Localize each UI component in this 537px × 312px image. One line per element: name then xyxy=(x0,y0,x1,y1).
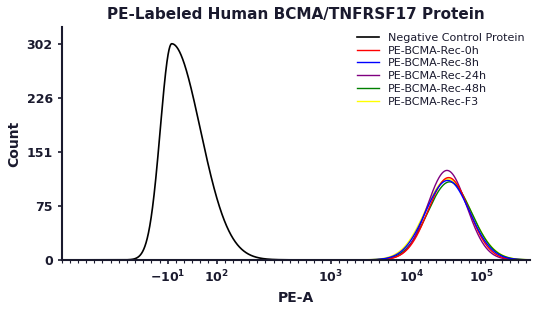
PE-BCMA-Rec-24h xyxy=(434,179,440,183)
PE-BCMA-Rec-0h xyxy=(531,258,537,262)
Line: Negative Control Protein: Negative Control Protein xyxy=(62,44,534,260)
PE-BCMA-Rec-48h xyxy=(230,258,236,262)
PE-BCMA-Rec-24h xyxy=(359,258,365,262)
PE-BCMA-Rec-0h xyxy=(359,258,365,262)
Title: PE-Labeled Human BCMA/TNFRSF17 Protein: PE-Labeled Human BCMA/TNFRSF17 Protein xyxy=(107,7,485,22)
Legend: Negative Control Protein, PE-BCMA-Rec-0h, PE-BCMA-Rec-8h, PE-BCMA-Rec-24h, PE-BC: Negative Control Protein, PE-BCMA-Rec-0h… xyxy=(352,28,529,111)
PE-BCMA-Rec-24h xyxy=(230,258,236,262)
Negative Control Protein xyxy=(338,258,345,262)
X-axis label: PE-A: PE-A xyxy=(278,291,314,305)
PE-BCMA-Rec-8h xyxy=(359,258,365,262)
Negative Control Protein xyxy=(82,258,89,262)
PE-BCMA-Rec-48h xyxy=(531,258,537,262)
PE-BCMA-Rec-24h xyxy=(59,258,65,262)
Negative Control Protein xyxy=(359,258,365,262)
PE-BCMA-Rec-8h xyxy=(59,258,65,262)
PE-BCMA-Rec-8h xyxy=(409,237,415,241)
PE-BCMA-Rec-8h xyxy=(434,187,440,191)
PE-BCMA-Rec-F3 xyxy=(359,258,365,262)
PE-BCMA-Rec-F3 xyxy=(59,258,65,262)
PE-BCMA-Rec-0h xyxy=(409,242,415,246)
PE-BCMA-Rec-48h xyxy=(82,258,89,262)
Negative Control Protein xyxy=(531,258,537,262)
Negative Control Protein xyxy=(169,42,175,46)
PE-BCMA-Rec-0h xyxy=(59,258,65,262)
PE-BCMA-Rec-24h xyxy=(409,240,415,244)
PE-BCMA-Rec-0h xyxy=(445,176,452,179)
Line: PE-BCMA-Rec-48h: PE-BCMA-Rec-48h xyxy=(62,182,534,260)
PE-BCMA-Rec-8h xyxy=(531,258,537,262)
Line: PE-BCMA-Rec-8h: PE-BCMA-Rec-8h xyxy=(62,180,534,260)
PE-BCMA-Rec-24h xyxy=(338,258,345,262)
PE-BCMA-Rec-F3 xyxy=(338,258,345,262)
PE-BCMA-Rec-48h xyxy=(59,258,65,262)
PE-BCMA-Rec-48h xyxy=(409,240,415,244)
PE-BCMA-Rec-8h xyxy=(338,258,345,262)
PE-BCMA-Rec-F3 xyxy=(434,186,440,189)
PE-BCMA-Rec-0h xyxy=(230,258,236,262)
PE-BCMA-Rec-24h xyxy=(444,168,450,172)
PE-BCMA-Rec-F3 xyxy=(445,177,451,181)
PE-BCMA-Rec-48h xyxy=(338,258,345,262)
Line: PE-BCMA-Rec-24h: PE-BCMA-Rec-24h xyxy=(62,170,534,260)
Negative Control Protein xyxy=(59,258,65,262)
Negative Control Protein xyxy=(230,236,236,240)
Line: PE-BCMA-Rec-0h: PE-BCMA-Rec-0h xyxy=(62,178,534,260)
PE-BCMA-Rec-0h xyxy=(82,258,89,262)
PE-BCMA-Rec-F3 xyxy=(82,258,89,262)
PE-BCMA-Rec-48h xyxy=(359,258,365,262)
Y-axis label: Count: Count xyxy=(7,120,21,167)
PE-BCMA-Rec-0h xyxy=(434,188,440,192)
PE-BCMA-Rec-8h xyxy=(445,178,451,182)
PE-BCMA-Rec-24h xyxy=(82,258,89,262)
PE-BCMA-Rec-0h xyxy=(338,258,345,262)
PE-BCMA-Rec-24h xyxy=(531,258,537,262)
PE-BCMA-Rec-48h xyxy=(434,192,440,195)
PE-BCMA-Rec-F3 xyxy=(230,258,236,262)
PE-BCMA-Rec-F3 xyxy=(409,235,415,238)
Negative Control Protein xyxy=(434,258,440,262)
Line: PE-BCMA-Rec-F3: PE-BCMA-Rec-F3 xyxy=(62,179,534,260)
Negative Control Protein xyxy=(409,258,415,262)
PE-BCMA-Rec-8h xyxy=(230,258,236,262)
PE-BCMA-Rec-8h xyxy=(82,258,89,262)
PE-BCMA-Rec-F3 xyxy=(531,258,537,262)
PE-BCMA-Rec-48h xyxy=(446,180,453,184)
